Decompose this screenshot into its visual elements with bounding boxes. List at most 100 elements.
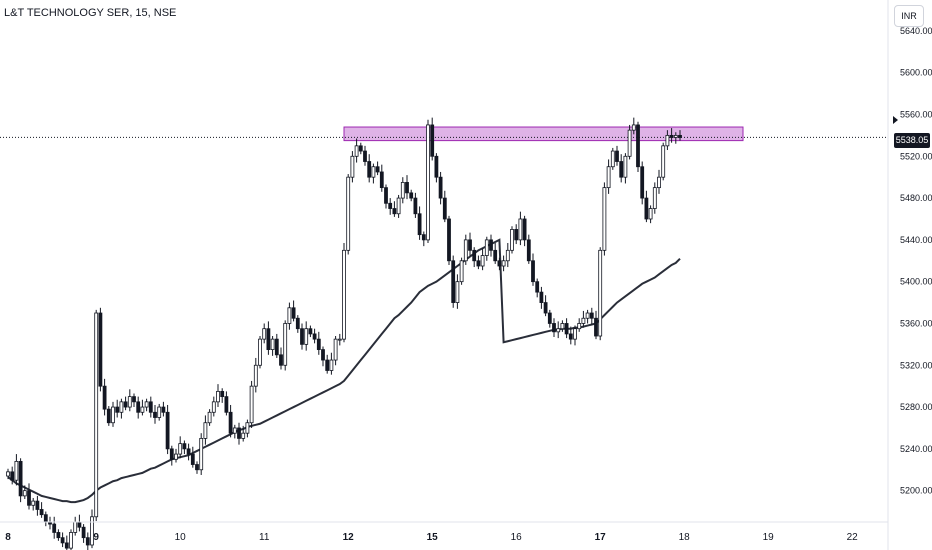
- candle-up: [602, 187, 607, 251]
- candle-down: [291, 307, 296, 319]
- price-tick-label: 5360.00: [900, 318, 932, 328]
- candle-down: [531, 260, 535, 283]
- candle-down: [539, 291, 544, 303]
- candle-down: [430, 124, 435, 157]
- candle-down: [640, 166, 645, 199]
- candle-down: [552, 323, 556, 333]
- candle-down: [547, 312, 552, 324]
- candle-up: [304, 328, 309, 345]
- candle-down: [535, 281, 540, 293]
- candle-down: [165, 411, 170, 450]
- candle-up: [119, 401, 124, 413]
- candle-down: [417, 213, 422, 236]
- candle-down: [489, 239, 493, 251]
- candle-down: [615, 150, 619, 162]
- candle-down: [388, 202, 393, 209]
- candle-up: [346, 176, 351, 251]
- candle-down: [522, 218, 527, 241]
- time-tick-label: 17: [595, 532, 607, 543]
- candle-up: [178, 443, 183, 455]
- price-tick-label: 5440.00: [900, 235, 932, 245]
- candle-down: [81, 526, 86, 539]
- candle-down: [300, 328, 304, 345]
- resistance-zone: [343, 126, 744, 142]
- time-tick-label: 12: [343, 532, 355, 543]
- candle-up: [144, 401, 149, 408]
- candle-down: [43, 514, 48, 523]
- candle-up: [426, 124, 430, 241]
- candle-down: [161, 406, 166, 413]
- candle-up: [211, 401, 216, 413]
- candle-down: [39, 509, 44, 516]
- candle-down: [447, 218, 451, 262]
- candle-up: [22, 490, 27, 497]
- candle-down: [325, 359, 330, 371]
- candle-down: [619, 161, 624, 178]
- candle-down: [543, 302, 548, 314]
- candle-down: [136, 401, 141, 413]
- price-tick-label: 5240.00: [900, 444, 932, 454]
- candle-down: [190, 453, 195, 465]
- candle-down: [98, 312, 103, 387]
- candle-down: [52, 523, 57, 533]
- time-tick-label: 18: [679, 532, 691, 543]
- candle-down: [169, 448, 174, 460]
- candle-down: [35, 500, 40, 510]
- candle-down: [220, 390, 225, 398]
- candle-up: [610, 150, 615, 168]
- candle-up: [283, 323, 288, 366]
- candle-down: [115, 406, 120, 413]
- candle-down: [60, 537, 65, 544]
- candle-down: [392, 208, 397, 215]
- candle-down: [266, 328, 271, 350]
- candle-up: [127, 396, 132, 408]
- candle-down: [438, 176, 443, 199]
- candle-down: [106, 408, 111, 424]
- candle-up: [606, 166, 611, 189]
- price-tick-label: 5640.00: [900, 26, 932, 36]
- candle-down: [10, 471, 15, 481]
- candle-up: [287, 307, 292, 324]
- candle-down: [228, 411, 233, 434]
- candle-down: [497, 260, 502, 267]
- candle-down: [295, 317, 300, 330]
- candle-up: [157, 406, 162, 418]
- last-price-arrow-icon: [893, 116, 898, 124]
- candle-down: [77, 521, 82, 528]
- price-axis: 5200.00 5240.00 5280.00 5320.00 5360.00 5400.…: [887, 0, 932, 550]
- candle-down: [526, 239, 531, 262]
- candle-up: [199, 438, 204, 471]
- last-price-label: 5538.05: [894, 133, 930, 148]
- candle-up: [253, 364, 258, 387]
- candle-down: [379, 171, 384, 189]
- candle-down: [195, 464, 199, 471]
- candle-down: [644, 197, 649, 220]
- candle-up: [585, 312, 590, 319]
- candle-down: [153, 411, 157, 418]
- candle-up: [455, 281, 460, 303]
- candle-up: [652, 187, 657, 209]
- candle-up: [333, 338, 338, 361]
- candle-up: [69, 532, 73, 549]
- candle-up: [350, 155, 355, 178]
- time-axis: 8 9 10 11 12 15 16 17 18 19 22: [0, 521, 888, 543]
- candle-down: [132, 396, 136, 403]
- candle-up: [6, 471, 10, 477]
- candle-down: [274, 338, 279, 356]
- candle-up: [480, 255, 485, 267]
- candle-down: [279, 354, 283, 366]
- candle-down: [64, 542, 69, 549]
- candle-up: [501, 260, 506, 267]
- candle-down: [476, 260, 481, 267]
- candle-down: [237, 427, 241, 439]
- candle-down: [434, 155, 439, 178]
- candle-up: [627, 129, 632, 157]
- price-tick-label: 5480.00: [900, 193, 932, 203]
- candle-down: [405, 182, 409, 194]
- candle-up: [140, 406, 145, 413]
- candle-down: [589, 312, 594, 319]
- candle-up: [648, 208, 653, 220]
- currency-button[interactable]: INR: [894, 5, 924, 27]
- candle-down: [564, 323, 569, 335]
